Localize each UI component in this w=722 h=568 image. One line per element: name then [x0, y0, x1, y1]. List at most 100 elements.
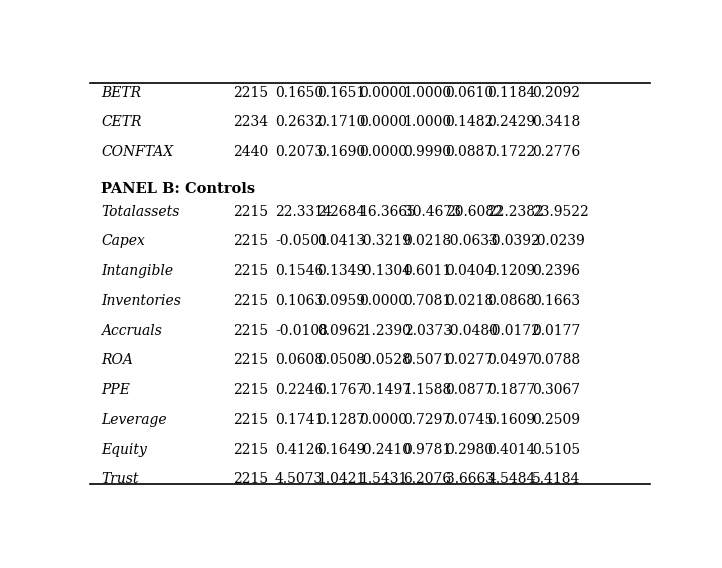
Text: 0.5071: 0.5071: [404, 353, 452, 367]
Text: CETR: CETR: [101, 115, 142, 130]
Text: 2215: 2215: [233, 472, 268, 486]
Text: 0.0218: 0.0218: [445, 294, 494, 308]
Text: 23.9522: 23.9522: [532, 204, 589, 219]
Text: -0.1497: -0.1497: [359, 383, 412, 397]
Text: 0.0608: 0.0608: [275, 353, 323, 367]
Text: 0.2980: 0.2980: [445, 442, 494, 457]
Text: Trust: Trust: [101, 472, 139, 486]
Text: 0.1184: 0.1184: [487, 86, 536, 99]
Text: 2215: 2215: [233, 235, 268, 248]
Text: 0.3067: 0.3067: [532, 383, 580, 397]
Text: 2215: 2215: [233, 353, 268, 367]
Text: 5.4184: 5.4184: [532, 472, 580, 486]
Text: -0.0501: -0.0501: [275, 235, 328, 248]
Text: 2215: 2215: [233, 204, 268, 219]
Text: 0.2396: 0.2396: [532, 264, 580, 278]
Text: 2215: 2215: [233, 413, 268, 427]
Text: 0.0610: 0.0610: [445, 86, 494, 99]
Text: 0.1767: 0.1767: [317, 383, 365, 397]
Text: 0.0277: 0.0277: [445, 353, 494, 367]
Text: 22.3314: 22.3314: [275, 204, 332, 219]
Text: 0.0887: 0.0887: [445, 145, 494, 159]
Text: 2215: 2215: [233, 383, 268, 397]
Text: Totalassets: Totalassets: [101, 204, 180, 219]
Text: 0.0868: 0.0868: [487, 294, 536, 308]
Text: -1.2390: -1.2390: [359, 324, 412, 337]
Text: 0.0404: 0.0404: [445, 264, 494, 278]
Text: 0.0000: 0.0000: [359, 86, 406, 99]
Text: -0.0108: -0.0108: [275, 324, 328, 337]
Text: 0.1651: 0.1651: [317, 86, 365, 99]
Text: 0.0508: 0.0508: [317, 353, 365, 367]
Text: 0.0962: 0.0962: [317, 324, 365, 337]
Text: 0.1349: 0.1349: [317, 264, 365, 278]
Text: 0.2092: 0.2092: [532, 86, 580, 99]
Text: 0.2073: 0.2073: [275, 145, 323, 159]
Text: Accruals: Accruals: [101, 324, 162, 337]
Text: 0.1287: 0.1287: [317, 413, 365, 427]
Text: 1.1588: 1.1588: [404, 383, 452, 397]
Text: Inventories: Inventories: [101, 294, 181, 308]
Text: 0.1650: 0.1650: [275, 86, 323, 99]
Text: CONFTAX: CONFTAX: [101, 145, 173, 159]
Text: 16.3665: 16.3665: [359, 204, 416, 219]
Text: 0.1877: 0.1877: [487, 383, 536, 397]
Text: 0.0000: 0.0000: [359, 294, 406, 308]
Text: Intangible: Intangible: [101, 264, 173, 278]
Text: 0.2509: 0.2509: [532, 413, 580, 427]
Text: 0.0000: 0.0000: [359, 145, 406, 159]
Text: 0.1741: 0.1741: [275, 413, 323, 427]
Text: 0.9990: 0.9990: [404, 145, 451, 159]
Text: 2234: 2234: [233, 115, 268, 130]
Text: Leverage: Leverage: [101, 413, 167, 427]
Text: -0.0528: -0.0528: [359, 353, 412, 367]
Text: 0.2246: 0.2246: [275, 383, 323, 397]
Text: -0.0392: -0.0392: [487, 235, 540, 248]
Text: 0.1209: 0.1209: [487, 264, 536, 278]
Text: 1.0000: 1.0000: [404, 115, 452, 130]
Text: BETR: BETR: [101, 86, 142, 99]
Text: -0.0239: -0.0239: [532, 235, 585, 248]
Text: 30.4673: 30.4673: [404, 204, 461, 219]
Text: 0.7297: 0.7297: [404, 413, 452, 427]
Text: 3.6663: 3.6663: [445, 472, 494, 486]
Text: 0.1063: 0.1063: [275, 294, 323, 308]
Text: 0.7081: 0.7081: [404, 294, 452, 308]
Text: 0.0000: 0.0000: [359, 413, 406, 427]
Text: 0.1482: 0.1482: [445, 115, 494, 130]
Text: -0.0633: -0.0633: [445, 235, 498, 248]
Text: 2440: 2440: [233, 145, 268, 159]
Text: 2215: 2215: [233, 294, 268, 308]
Text: -0.1304: -0.1304: [359, 264, 412, 278]
Text: 0.0177: 0.0177: [532, 324, 580, 337]
Text: 6.2076: 6.2076: [404, 472, 452, 486]
Text: 2215: 2215: [233, 324, 268, 337]
Text: 0.1722: 0.1722: [487, 145, 536, 159]
Text: PANEL B: Controls: PANEL B: Controls: [101, 182, 256, 197]
Text: 0.4126: 0.4126: [275, 442, 323, 457]
Text: 0.9781: 0.9781: [404, 442, 452, 457]
Text: 1.0421: 1.0421: [317, 472, 365, 486]
Text: 4.5484: 4.5484: [487, 472, 536, 486]
Text: 0.0745: 0.0745: [445, 413, 494, 427]
Text: 0.5105: 0.5105: [532, 442, 580, 457]
Text: 22.2382: 22.2382: [487, 204, 544, 219]
Text: 0.2776: 0.2776: [532, 145, 580, 159]
Text: 0.0788: 0.0788: [532, 353, 580, 367]
Text: 0.0497: 0.0497: [487, 353, 536, 367]
Text: Equity: Equity: [101, 442, 147, 457]
Text: 0.1690: 0.1690: [317, 145, 365, 159]
Text: 2.0373: 2.0373: [404, 324, 452, 337]
Text: 4.5073: 4.5073: [275, 472, 323, 486]
Text: 0.1609: 0.1609: [487, 413, 536, 427]
Text: 0.1663: 0.1663: [532, 294, 580, 308]
Text: 0.0218: 0.0218: [404, 235, 452, 248]
Text: 0.1649: 0.1649: [317, 442, 365, 457]
Text: -0.3219: -0.3219: [359, 235, 412, 248]
Text: 0.0413: 0.0413: [317, 235, 365, 248]
Text: 0.0959: 0.0959: [317, 294, 365, 308]
Text: -0.0172: -0.0172: [487, 324, 541, 337]
Text: 2215: 2215: [233, 86, 268, 99]
Text: -0.2410: -0.2410: [359, 442, 412, 457]
Text: 0.3418: 0.3418: [532, 115, 580, 130]
